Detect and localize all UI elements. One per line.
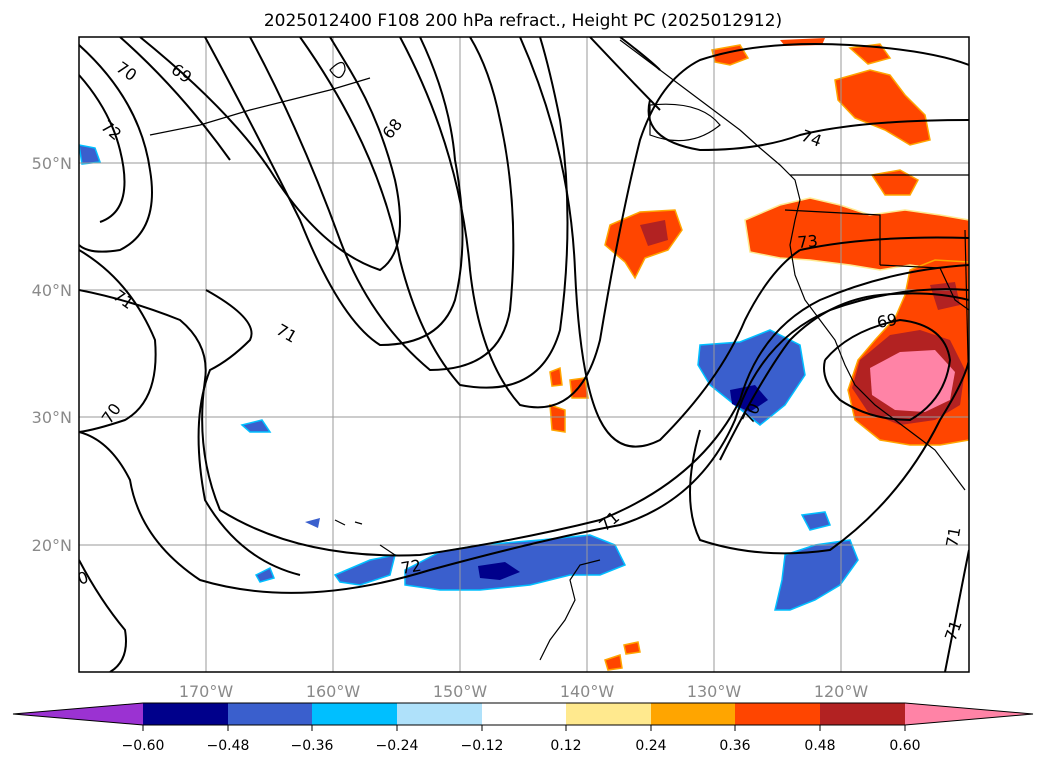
latitude-labels: 50°N 40°N 30°N 20°N: [32, 154, 72, 555]
positive-refractivity-regions: [549, 38, 969, 671]
contour-label: 69: [875, 310, 898, 332]
colorbar: −0.60 −0.48 −0.36 −0.24 −0.12 0.12 0.24 …: [12, 702, 1034, 754]
colorbar-tick-label: −0.48: [207, 738, 250, 754]
contour-label: 0: [75, 567, 91, 588]
lon-label: 150°W: [433, 682, 488, 701]
colorbar-tick-label: −0.36: [291, 738, 334, 754]
contour-label: 71: [942, 525, 964, 548]
colorbar-swatch: [312, 703, 397, 725]
lat-label: 30°N: [32, 408, 72, 427]
map-plot-area: 70 69 72 68 71 71 70 74 73 69 70 72 71 7…: [75, 37, 969, 672]
colorbar-swatch: [820, 703, 905, 725]
lon-label: 140°W: [560, 682, 615, 701]
colorbar-low-extend: [13, 703, 143, 725]
colorbar-tick-label: 0.24: [635, 738, 666, 754]
longitude-labels: 170°W 160°W 150°W 140°W 130°W 120°W: [179, 682, 869, 701]
lon-label: 130°W: [687, 682, 742, 701]
lon-label: 170°W: [179, 682, 234, 701]
colorbar-swatch: [143, 703, 228, 725]
lon-label: 120°W: [814, 682, 869, 701]
colorbar-tick-label: −0.24: [376, 738, 419, 754]
colorbar-tick-label: 0.60: [889, 738, 920, 754]
colorbar-tick-label: −0.12: [461, 738, 504, 754]
colorbar-tick-label: −0.60: [122, 738, 165, 754]
contour-label: 72: [399, 556, 422, 578]
colorbar-swatch: [566, 703, 651, 725]
map-frame: [78, 36, 970, 673]
colorbar-tick-label: 0.36: [719, 738, 750, 754]
colorbar-swatch: [397, 703, 482, 725]
colorbar-swatch: [735, 703, 820, 725]
contour-label: 73: [797, 231, 819, 252]
lat-label: 40°N: [32, 281, 72, 300]
map-title: 2025012400 F108 200 hPa refract., Height…: [264, 11, 782, 31]
colorbar-swatch: [482, 703, 566, 725]
colorbar-swatch: [651, 703, 735, 725]
lon-label: 160°W: [306, 682, 361, 701]
negative-refractivity-regions: [79, 144, 859, 611]
lat-label: 20°N: [32, 536, 72, 555]
lat-label: 50°N: [32, 154, 72, 173]
colorbar-swatch: [228, 703, 312, 725]
colorbar-tick-label: 0.48: [804, 738, 835, 754]
height-contours: [79, 37, 969, 672]
colorbar-tick-label: 0.12: [550, 738, 581, 754]
colorbar-high-extend: [905, 703, 1033, 725]
